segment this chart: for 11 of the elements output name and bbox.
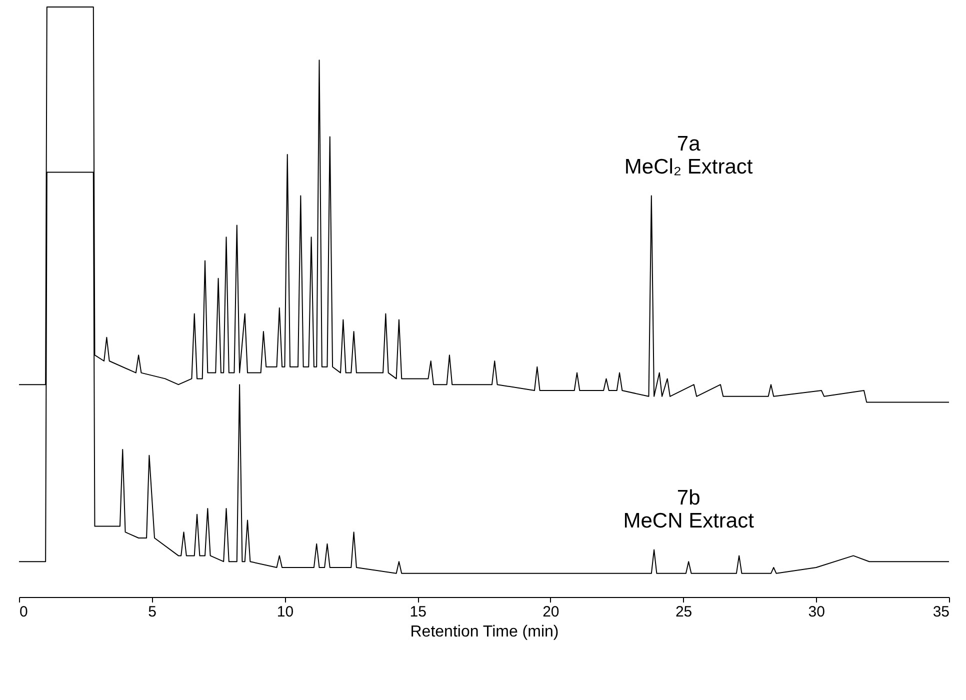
series-label: 7a MeCl₂ Extract: [624, 132, 753, 178]
x-tick-label: 35: [932, 604, 950, 620]
x-tick-label: 30: [808, 604, 825, 620]
x-tick-label: 5: [148, 604, 157, 620]
x-tick-label: 20: [542, 604, 560, 620]
series-label: 7b MeCN Extract: [623, 486, 754, 532]
x-tick-label: 15: [410, 604, 426, 620]
x-tick-label: 25: [675, 604, 692, 620]
x-tick-label: 10: [276, 604, 294, 620]
x-tick-label: 0: [20, 604, 28, 620]
x-axis-title: Retention Time (min): [410, 624, 559, 640]
